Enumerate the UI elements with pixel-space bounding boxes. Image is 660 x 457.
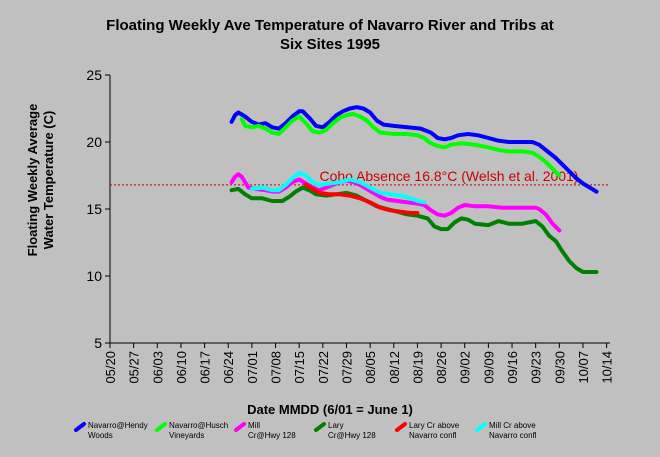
x-axis-label: Date MMDD (6/01 = June 1) bbox=[247, 402, 413, 417]
x-axis: 05/20 05/27 06/03 06/10 06/17 06/24 07/01 07/08… bbox=[103, 342, 615, 384]
x-tick-label: 05/20 bbox=[103, 351, 118, 384]
legend-swatch bbox=[395, 422, 407, 432]
legend-label: Lary Cr above Navarro confl bbox=[409, 421, 460, 440]
y-tick-label: 25 bbox=[86, 67, 102, 83]
series-line-5 bbox=[303, 182, 420, 215]
y-tick-label: 5 bbox=[94, 335, 102, 351]
x-tick-label: 06/10 bbox=[174, 351, 189, 384]
x-tick-label: 09/16 bbox=[505, 351, 520, 384]
x-tick-label: 09/09 bbox=[481, 351, 496, 384]
legend-swatch bbox=[314, 422, 326, 432]
y-axis-label-line-1: Floating Weekly Average bbox=[25, 104, 40, 257]
x-tick-label: 06/17 bbox=[198, 351, 213, 384]
x-tick-label: 10/07 bbox=[576, 351, 591, 384]
legend-label: Mill Cr@Hwy 128 bbox=[248, 421, 296, 440]
series-line-1 bbox=[229, 105, 599, 194]
x-tick-label: 07/29 bbox=[339, 351, 354, 384]
legend: Navarro@Hendy Woods Navarro@Husch Vineyards… bbox=[74, 421, 537, 440]
legend-label: Mill Cr above Navarro confl bbox=[489, 421, 537, 440]
x-tick-label: 07/22 bbox=[316, 351, 331, 384]
x-tick-label: 07/01 bbox=[245, 351, 260, 384]
x-tick-label: 09/23 bbox=[529, 351, 544, 384]
y-axis-label-line-2: Water Temperature (C) bbox=[41, 111, 56, 250]
legend-label: Lary Cr@Hwy 128 bbox=[328, 421, 376, 440]
y-tick-label: 15 bbox=[86, 201, 102, 217]
x-tick-label: 08/19 bbox=[410, 351, 425, 384]
x-tick-label: 06/24 bbox=[221, 351, 236, 384]
legend-label: Navarro@Husch Vineyards bbox=[169, 421, 228, 440]
series-line-2 bbox=[239, 111, 562, 178]
threshold-label: Coho Absence 16.8°C (Welsh et al. 2001) bbox=[319, 168, 578, 184]
y-tick-label: 20 bbox=[86, 134, 102, 150]
series-line-6 bbox=[249, 170, 427, 205]
x-tick-label: 10/14 bbox=[600, 351, 615, 384]
legend-swatch bbox=[74, 422, 86, 432]
x-tick-label: 07/15 bbox=[292, 351, 307, 384]
x-tick-label: 09/30 bbox=[552, 351, 567, 384]
chart-title-line-2: Six Sites 1995 bbox=[280, 36, 380, 53]
chart-title-line-1: Floating Weekly Ave Temperature of Navar… bbox=[106, 17, 554, 34]
x-tick-label: 09/02 bbox=[458, 351, 473, 384]
legend-swatch bbox=[234, 422, 246, 432]
x-tick-label: 07/08 bbox=[269, 351, 284, 384]
y-tick-label: 10 bbox=[86, 268, 102, 284]
x-tick-label: 08/26 bbox=[434, 351, 449, 384]
legend-swatch bbox=[155, 422, 167, 432]
legend-swatch bbox=[475, 422, 487, 432]
legend-label: Navarro@Hendy Woods bbox=[88, 421, 148, 440]
series-line-4 bbox=[229, 185, 599, 274]
x-tick-label: 06/03 bbox=[150, 351, 165, 384]
x-tick-label: 08/12 bbox=[387, 351, 402, 384]
x-tick-label: 08/05 bbox=[363, 351, 378, 384]
series-group bbox=[229, 105, 599, 274]
y-axis: 5 10 15 20 25 bbox=[86, 67, 111, 351]
x-tick-label: 05/27 bbox=[127, 351, 142, 384]
